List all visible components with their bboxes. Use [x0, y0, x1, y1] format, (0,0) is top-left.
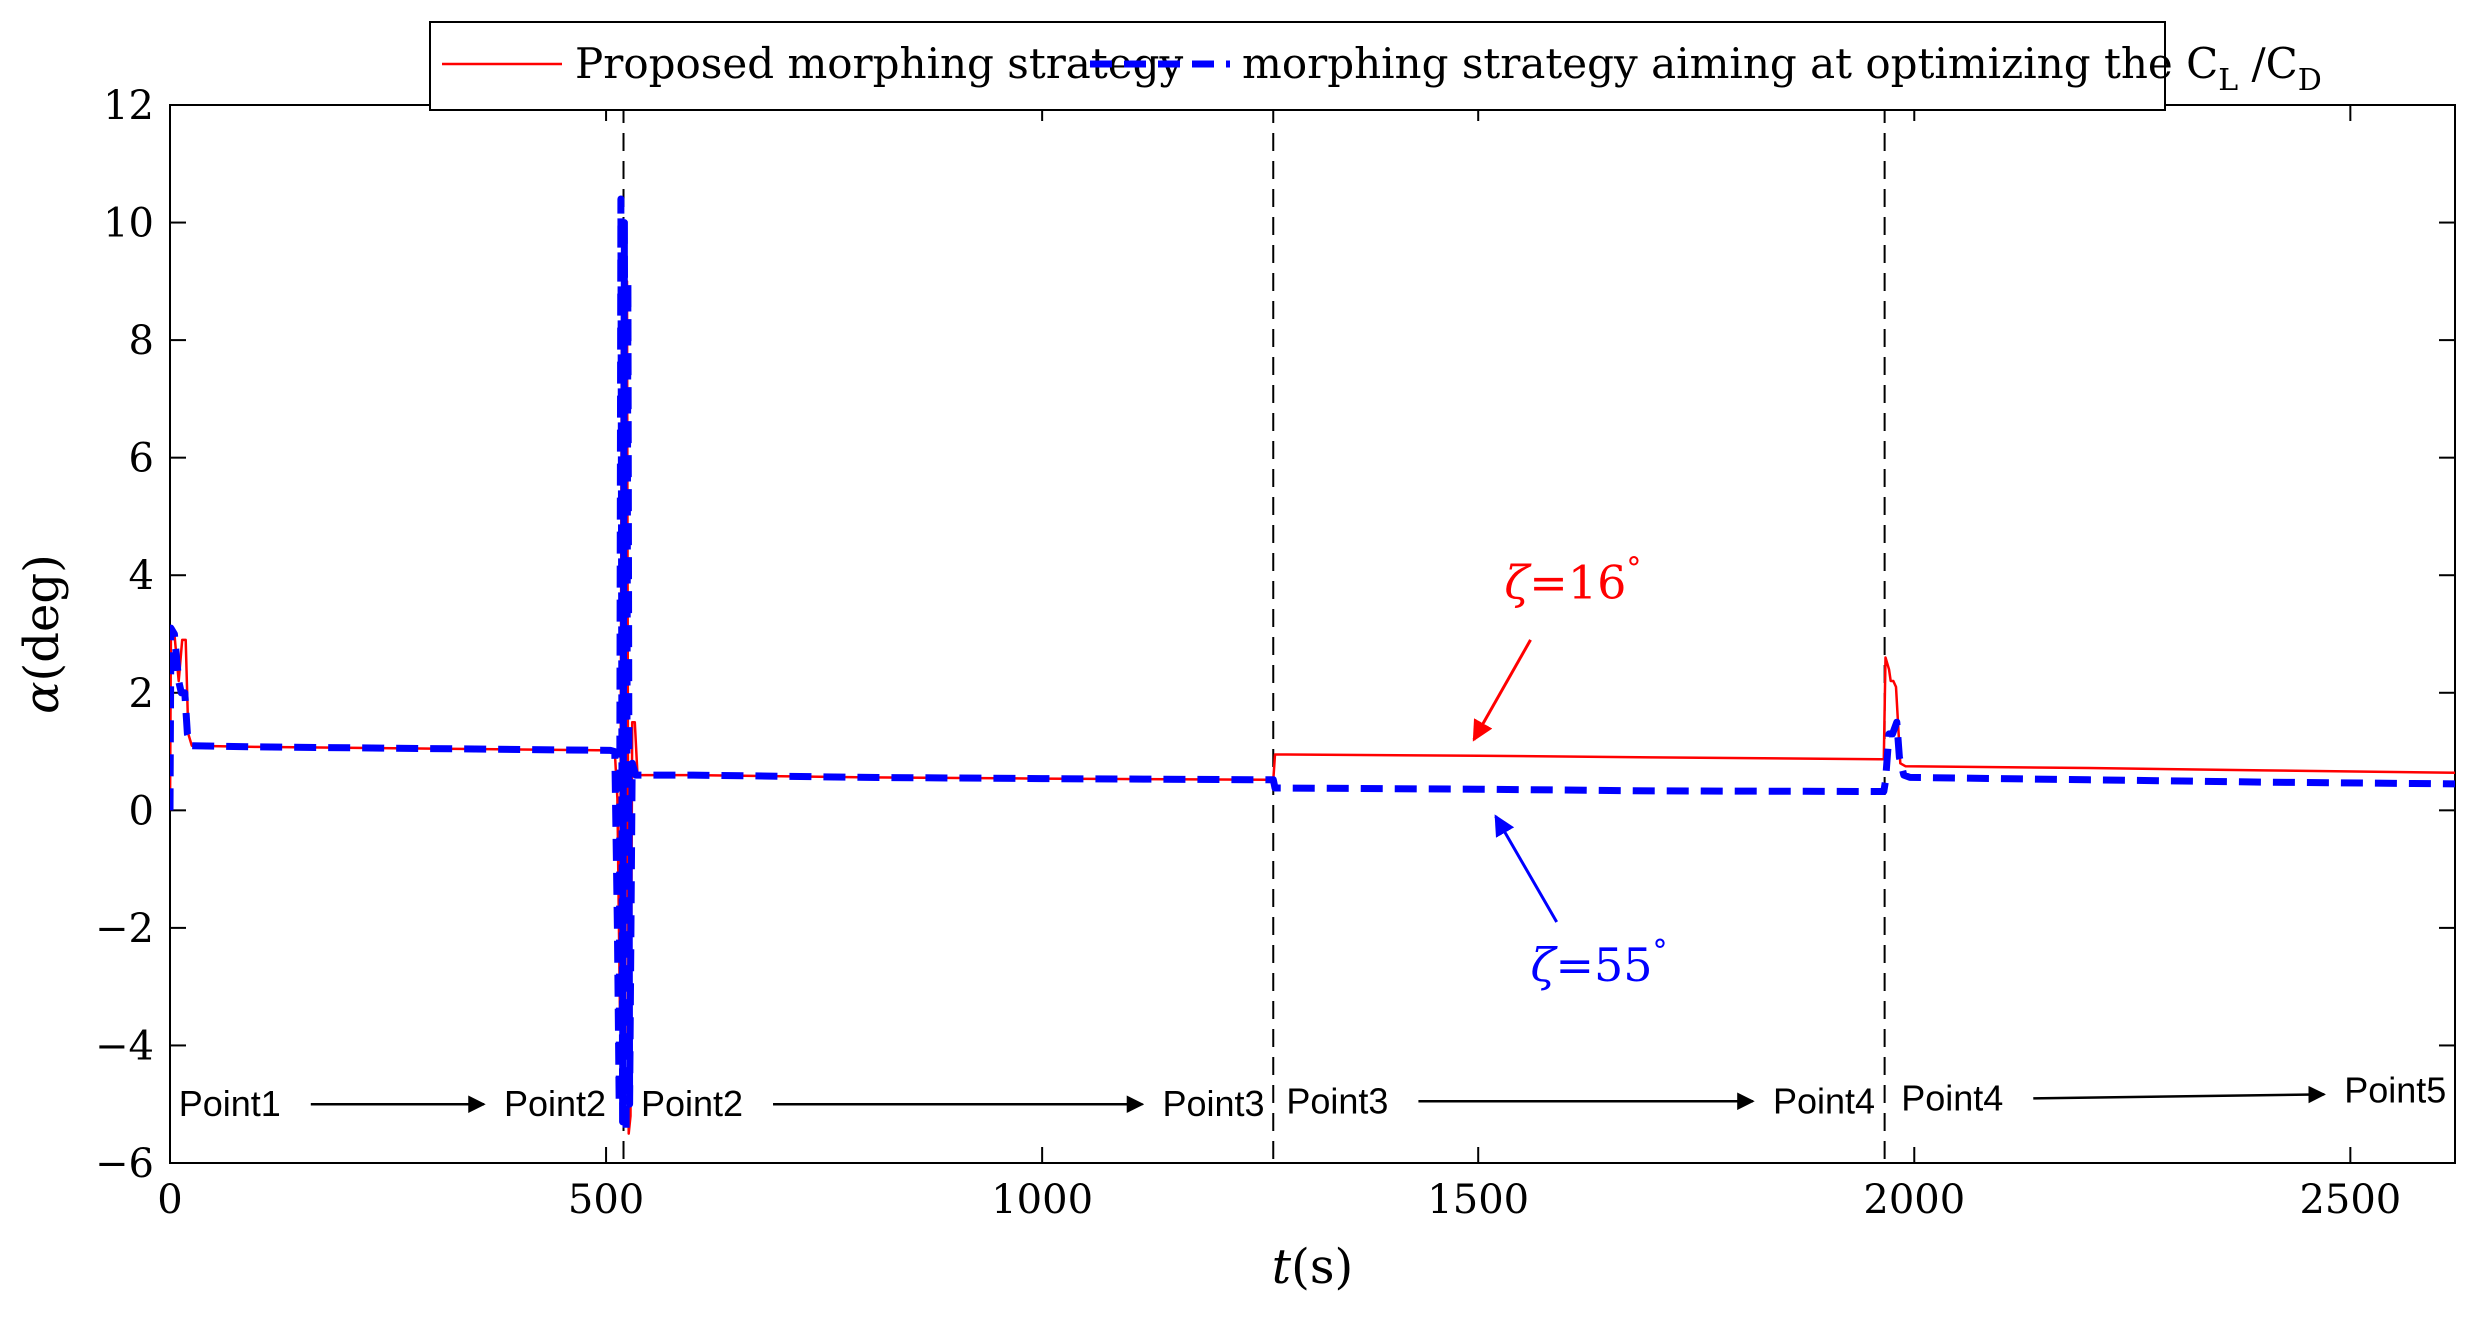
- phase-arrow: [2033, 1085, 2326, 1104]
- legend-label-part: morphing strategy aiming at optimizing t…: [1242, 39, 2218, 88]
- annotation-degree: °: [1653, 934, 1668, 969]
- phase-label-end: Point3: [1162, 1083, 1264, 1124]
- x-tick-label: 500: [568, 1177, 644, 1223]
- x-tick-label: 1500: [1427, 1177, 1529, 1223]
- legend-label-part: /C: [2238, 39, 2298, 88]
- annotation-zeta55: ζ=55°: [1531, 934, 1668, 992]
- phase-label-start: Point2: [641, 1083, 743, 1124]
- x-axis-variable: t: [1272, 1239, 1292, 1295]
- y-tick-label: 10: [103, 201, 154, 247]
- y-axis-unit: (deg): [14, 554, 70, 681]
- y-tick-label: 4: [129, 553, 154, 599]
- phase-label-end: Point2: [504, 1083, 606, 1124]
- legend-label-part: L: [2218, 63, 2238, 98]
- phase-label-end: Point5: [2344, 1069, 2446, 1110]
- x-tick-label: 2500: [2299, 1177, 2401, 1223]
- phase-label-start: Point4: [1901, 1077, 2003, 1118]
- phase-label-start: Point1: [179, 1083, 281, 1124]
- legend-label-cl-cd: morphing strategy aiming at optimizing t…: [1242, 39, 2322, 98]
- y-axis-label: α(deg): [14, 554, 70, 714]
- annotation-variable: ζ: [1531, 938, 1559, 992]
- y-tick-label: 0: [129, 788, 154, 834]
- annotation-arrow-zeta16: [1472, 639, 1532, 742]
- annotation-zeta16: ζ=16°: [1504, 552, 1641, 610]
- phase-label-end: Point4: [1773, 1080, 1875, 1121]
- phase-label-start: Point3: [1286, 1080, 1388, 1121]
- legend-box: [429, 21, 2166, 111]
- y-tick-label: 8: [129, 318, 154, 364]
- legend-label-proposed: Proposed morphing strategy: [575, 39, 1183, 88]
- annotation-value: =16: [1529, 556, 1626, 610]
- series-line-proposed: [170, 221, 2455, 1135]
- y-tick-label: 2: [129, 671, 154, 717]
- x-tick-label: 2000: [1863, 1177, 1965, 1223]
- annotation-value: =55: [1555, 938, 1652, 992]
- annotation-variable: ζ: [1504, 556, 1532, 610]
- y-tick-label: 12: [103, 83, 154, 129]
- chart-marks: 0 500 1000 1500 2000 2500 −6 −4 −2 0 2 4 6 8 10 12 t(s) α…: [14, 21, 2456, 1295]
- series-line-cl-cd: [170, 195, 2455, 1138]
- y-axis-variable: α: [14, 681, 70, 713]
- annotation-arrow-zeta55: [1494, 814, 1558, 923]
- x-tick-label: 0: [157, 1177, 182, 1223]
- x-axis-label: t(s): [1272, 1239, 1353, 1295]
- annotation-degree: °: [1626, 552, 1641, 587]
- x-axis-unit: (s): [1291, 1239, 1353, 1295]
- x-tick-label: 1000: [991, 1177, 1093, 1223]
- y-tick-label: −4: [95, 1023, 154, 1069]
- y-tick-label: −6: [95, 1141, 154, 1187]
- y-tick-label: −2: [95, 906, 154, 952]
- y-tick-label: 6: [129, 436, 154, 482]
- plot-frame: [169, 104, 2456, 1164]
- legend-label-part: D: [2298, 63, 2322, 98]
